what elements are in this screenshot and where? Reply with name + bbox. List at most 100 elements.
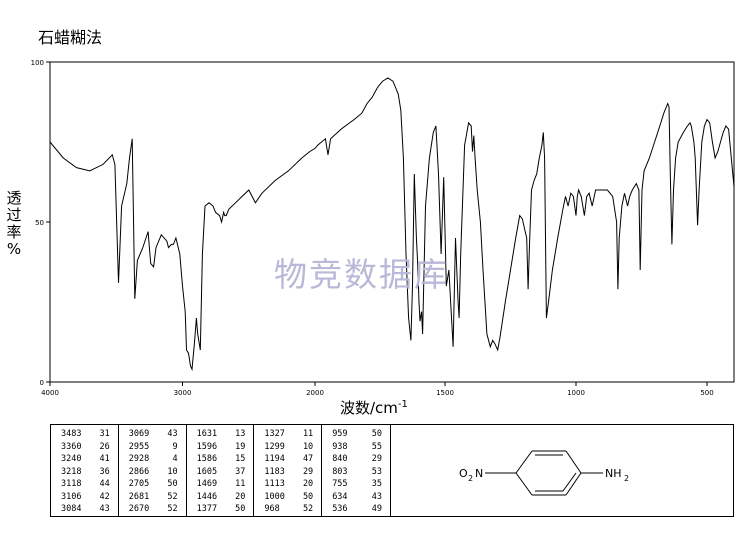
peak-wavenumber: 1605 <box>196 466 218 477</box>
x-axis: 4000 3000 2000 1500 1000 500 <box>41 382 714 397</box>
nitro-o-sub: 2 <box>468 474 473 483</box>
peak-wavenumber: 1596 <box>196 441 218 452</box>
peak-row: 803 53 <box>322 466 390 479</box>
peak-wavenumber: 2955 <box>128 441 150 452</box>
peak-transmittance: 43 <box>99 504 110 514</box>
peak-transmittance: 10 <box>167 466 178 477</box>
peak-transmittance: 11 <box>302 429 314 439</box>
peak-transmittance: 43 <box>371 491 382 502</box>
peak-transmittance: 55 <box>371 441 382 452</box>
peak-transmittance: 41 <box>99 454 110 464</box>
peak-wavenumber: 3240 <box>61 454 82 464</box>
peak-row: 3106 42 <box>51 491 118 504</box>
peak-wavenumber: 968 <box>264 504 280 514</box>
peak-row: 1586 15 <box>187 453 254 466</box>
peak-wavenumber: 1299 <box>264 441 285 452</box>
peak-wavenumber: 1327 <box>264 429 285 439</box>
plot-frame <box>49 61 735 383</box>
peak-transmittance: 50 <box>167 479 178 489</box>
peak-row: 959 50 <box>322 428 390 441</box>
peak-row: 1377 50 <box>187 503 254 516</box>
y-axis-label-char: 过 <box>6 206 22 224</box>
peak-wavenumber: 1377 <box>196 504 218 514</box>
peak-transmittance: 50 <box>371 429 382 439</box>
peak-transmittance: 49 <box>371 504 382 514</box>
peak-wavenumber: 3106 <box>61 491 82 502</box>
peak-wavenumber: 755 <box>332 479 348 489</box>
peak-row: 1194 47 <box>254 453 321 466</box>
peak-transmittance: 13 <box>235 429 246 439</box>
peak-transmittance: 52 <box>302 504 314 514</box>
amine-nh: NH <box>605 467 622 480</box>
peak-row: 968 52 <box>254 503 321 516</box>
peak-table: 3483 31 3360 26 3240 41 3218 36 3118 44 3106 42 3084… <box>50 424 391 517</box>
peak-wavenumber: 3360 <box>61 441 82 452</box>
peak-row: 840 29 <box>322 453 390 466</box>
peak-transmittance: 35 <box>371 479 382 489</box>
peak-column: 959 50 938 55 840 29 803 53 755 35 634 43 536 49 <box>322 425 390 516</box>
peak-row: 1113 20 <box>254 478 321 491</box>
peak-transmittance: 50 <box>302 491 314 502</box>
benzene-ring <box>485 450 603 496</box>
y-tick-label: 50 <box>35 219 44 227</box>
peak-row: 536 49 <box>322 503 390 516</box>
peak-wavenumber: 3483 <box>61 429 82 439</box>
x-tick-label: 1500 <box>436 389 454 397</box>
peak-transmittance: 20 <box>235 491 246 502</box>
peak-wavenumber: 634 <box>332 491 348 502</box>
peak-transmittance: 10 <box>302 441 314 452</box>
y-axis-label-char: % <box>6 240 22 258</box>
peak-transmittance: 9 <box>172 441 178 452</box>
spectrum-line <box>49 77 735 372</box>
peak-transmittance: 29 <box>371 454 382 464</box>
peak-row: 3483 31 <box>51 428 118 441</box>
peak-row: 2670 52 <box>119 503 186 516</box>
peak-row: 1469 11 <box>187 478 254 491</box>
peak-row: 1605 37 <box>187 466 254 479</box>
peak-transmittance: 43 <box>167 429 178 439</box>
x-tick-label: 1000 <box>567 389 585 397</box>
ir-spectrum-chart: 0 50 100 4000 3000 2000 1500 1000 500 <box>31 59 735 397</box>
peak-transmittance: 20 <box>302 479 314 489</box>
peak-row: 2955 9 <box>119 441 186 454</box>
peak-wavenumber: 803 <box>332 466 348 477</box>
peak-wavenumber: 3218 <box>61 466 82 477</box>
peak-transmittance: 53 <box>371 466 382 477</box>
x-tick-label: 4000 <box>41 389 59 397</box>
peak-column: 1327 11 1299 10 1194 47 1183 29 1113 20 1000 50 968 5… <box>254 425 323 516</box>
peak-row: 1327 11 <box>254 428 321 441</box>
peak-wavenumber: 1194 <box>264 454 285 464</box>
y-axis-label: 透 过 率 % <box>2 190 26 258</box>
peak-wavenumber: 938 <box>332 441 348 452</box>
peak-wavenumber: 2928 <box>128 454 150 464</box>
peak-row: 1446 20 <box>187 491 254 504</box>
x-axis-label-text: 波数/cm <box>340 399 398 417</box>
peak-row: 3360 26 <box>51 441 118 454</box>
peak-wavenumber: 1446 <box>196 491 218 502</box>
peak-transmittance: 52 <box>167 504 178 514</box>
peak-column: 1631 13 1596 19 1586 15 1605 37 1469 11 1446 20 1377… <box>187 425 255 516</box>
peak-column: 3483 31 3360 26 3240 41 3218 36 3118 44 3106 42 3084… <box>51 425 119 516</box>
peak-transmittance: 4 <box>172 454 178 464</box>
peak-wavenumber: 840 <box>332 454 348 464</box>
peak-transmittance: 36 <box>99 466 110 477</box>
peak-row: 755 35 <box>322 478 390 491</box>
peak-row: 3118 44 <box>51 478 118 491</box>
y-axis: 0 50 100 <box>31 59 50 387</box>
peak-wavenumber: 959 <box>332 429 348 439</box>
peak-wavenumber: 2681 <box>128 491 150 502</box>
peak-row: 2866 10 <box>119 466 186 479</box>
peak-row: 2705 50 <box>119 478 186 491</box>
peak-transmittance: 29 <box>302 466 314 477</box>
peak-transmittance: 50 <box>235 504 246 514</box>
peak-wavenumber: 3118 <box>61 479 82 489</box>
method-title: 石蜡糊法 <box>38 28 103 47</box>
peak-row: 2928 4 <box>119 453 186 466</box>
peak-transmittance: 47 <box>302 454 314 464</box>
structure-panel: O 2 N NH 2 <box>391 424 734 517</box>
y-axis-label-char: 率 <box>6 223 22 241</box>
peak-row: 3240 41 <box>51 453 118 466</box>
nitro-o: O <box>459 467 468 480</box>
peak-row: 1299 10 <box>254 441 321 454</box>
peak-wavenumber: 1113 <box>264 479 285 489</box>
